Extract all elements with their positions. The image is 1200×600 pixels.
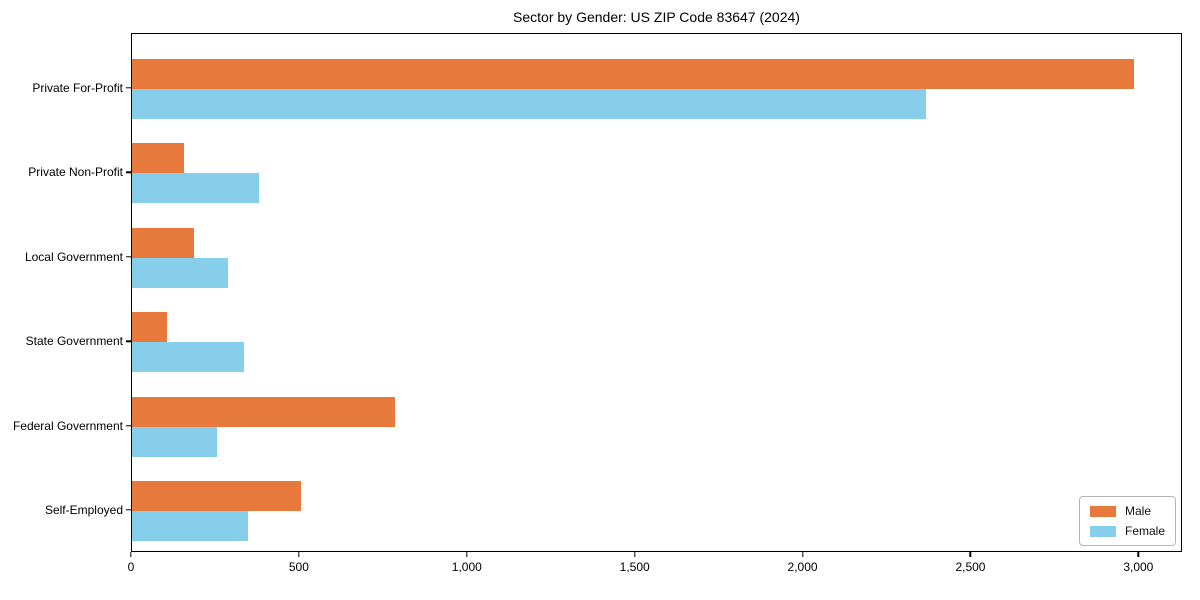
y-axis-tick — [126, 256, 131, 258]
legend-label-male: Male — [1124, 504, 1151, 518]
bar-female — [132, 426, 218, 457]
bar-female — [132, 173, 260, 204]
x-axis-tick — [298, 552, 300, 557]
y-axis-tick — [126, 509, 131, 511]
y-axis-tick — [126, 171, 131, 174]
x-axis-tick-label: 500 — [288, 560, 309, 574]
y-axis-label: State Government — [25, 334, 123, 349]
y-axis-label: Local Government — [24, 249, 123, 264]
bar-male — [132, 312, 168, 343]
bar-male — [132, 396, 396, 427]
x-axis-tick-label: 2,500 — [955, 560, 986, 574]
x-axis-tick-label: 3,000 — [1123, 560, 1154, 574]
y-axis-tick — [126, 87, 131, 89]
bar-female — [132, 511, 248, 541]
legend-item-male: Male — [1089, 504, 1165, 518]
bars-layer — [132, 34, 1181, 551]
legend-label-female: Female — [1124, 524, 1165, 538]
bar-male — [132, 481, 302, 511]
x-axis-tick — [130, 552, 132, 557]
y-axis-label: Private For-Profit — [32, 81, 123, 95]
plot-area: Male Female — [131, 33, 1182, 552]
male-color-swatch — [1089, 505, 1116, 517]
x-axis-tick-label: 1,000 — [451, 560, 482, 574]
bar-male — [132, 59, 1135, 89]
y-axis-label: Self-Employed — [44, 503, 123, 517]
bar-male — [132, 143, 184, 174]
x-axis-tick-label: 0 — [127, 560, 135, 574]
legend: Male Female — [1078, 496, 1176, 546]
bar-male — [132, 227, 194, 258]
x-axis-tick — [1137, 552, 1140, 557]
bar-female — [132, 257, 228, 288]
bar-female — [132, 89, 927, 119]
y-axis-tick — [126, 340, 131, 342]
bar-female — [132, 342, 245, 373]
x-axis-tick — [969, 552, 972, 557]
x-axis-tick — [801, 552, 804, 557]
chart-title: Sector by Gender: US ZIP Code 83647 (202… — [513, 9, 800, 25]
legend-item-female: Female — [1089, 524, 1165, 538]
x-axis-tick — [466, 552, 468, 557]
x-axis-tick-label: 2,000 — [787, 560, 818, 574]
female-color-swatch — [1089, 525, 1116, 537]
y-axis-tick — [126, 424, 131, 427]
y-axis-label: Federal Government — [12, 418, 123, 433]
x-axis-tick-label: 1,500 — [619, 560, 650, 574]
y-axis-label: Private Non-Profit — [28, 165, 123, 180]
x-axis-tick — [633, 552, 636, 557]
